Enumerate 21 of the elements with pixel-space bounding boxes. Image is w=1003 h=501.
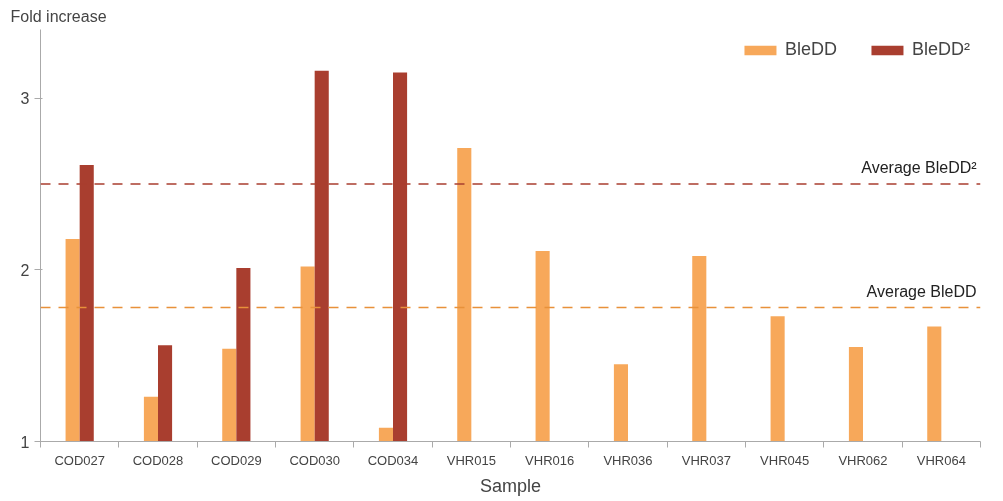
- y-tick-label: 3: [20, 90, 30, 108]
- ref-line-label: Average BleDD²: [861, 159, 978, 176]
- x-axis-title: Sample: [479, 475, 542, 496]
- legend-label: BleDD²: [911, 39, 970, 60]
- y-tick-label: 2: [20, 261, 30, 279]
- x-tick-label: COD030: [289, 452, 340, 468]
- x-tick-label: COD034: [367, 452, 419, 468]
- x-tick-label: VHR064: [916, 452, 966, 468]
- x-tick-label: VHR062: [838, 452, 888, 468]
- x-tick-label: COD029: [211, 452, 262, 468]
- y-tick-label: 1: [20, 433, 30, 451]
- x-tick-label: COD027: [54, 452, 105, 468]
- ref-line-label: Average BleDD: [866, 282, 977, 300]
- x-tick-label: VHR037: [681, 452, 731, 468]
- x-tick-label: VHR016: [525, 452, 575, 468]
- x-tick-label: VHR045: [760, 452, 810, 468]
- legend-label: BleDD: [784, 39, 837, 60]
- y-axis-title: Fold increase: [10, 7, 107, 25]
- x-tick-label: VHR036: [603, 452, 653, 468]
- x-tick-label: COD028: [132, 452, 184, 468]
- x-tick-label: VHR015: [446, 452, 496, 468]
